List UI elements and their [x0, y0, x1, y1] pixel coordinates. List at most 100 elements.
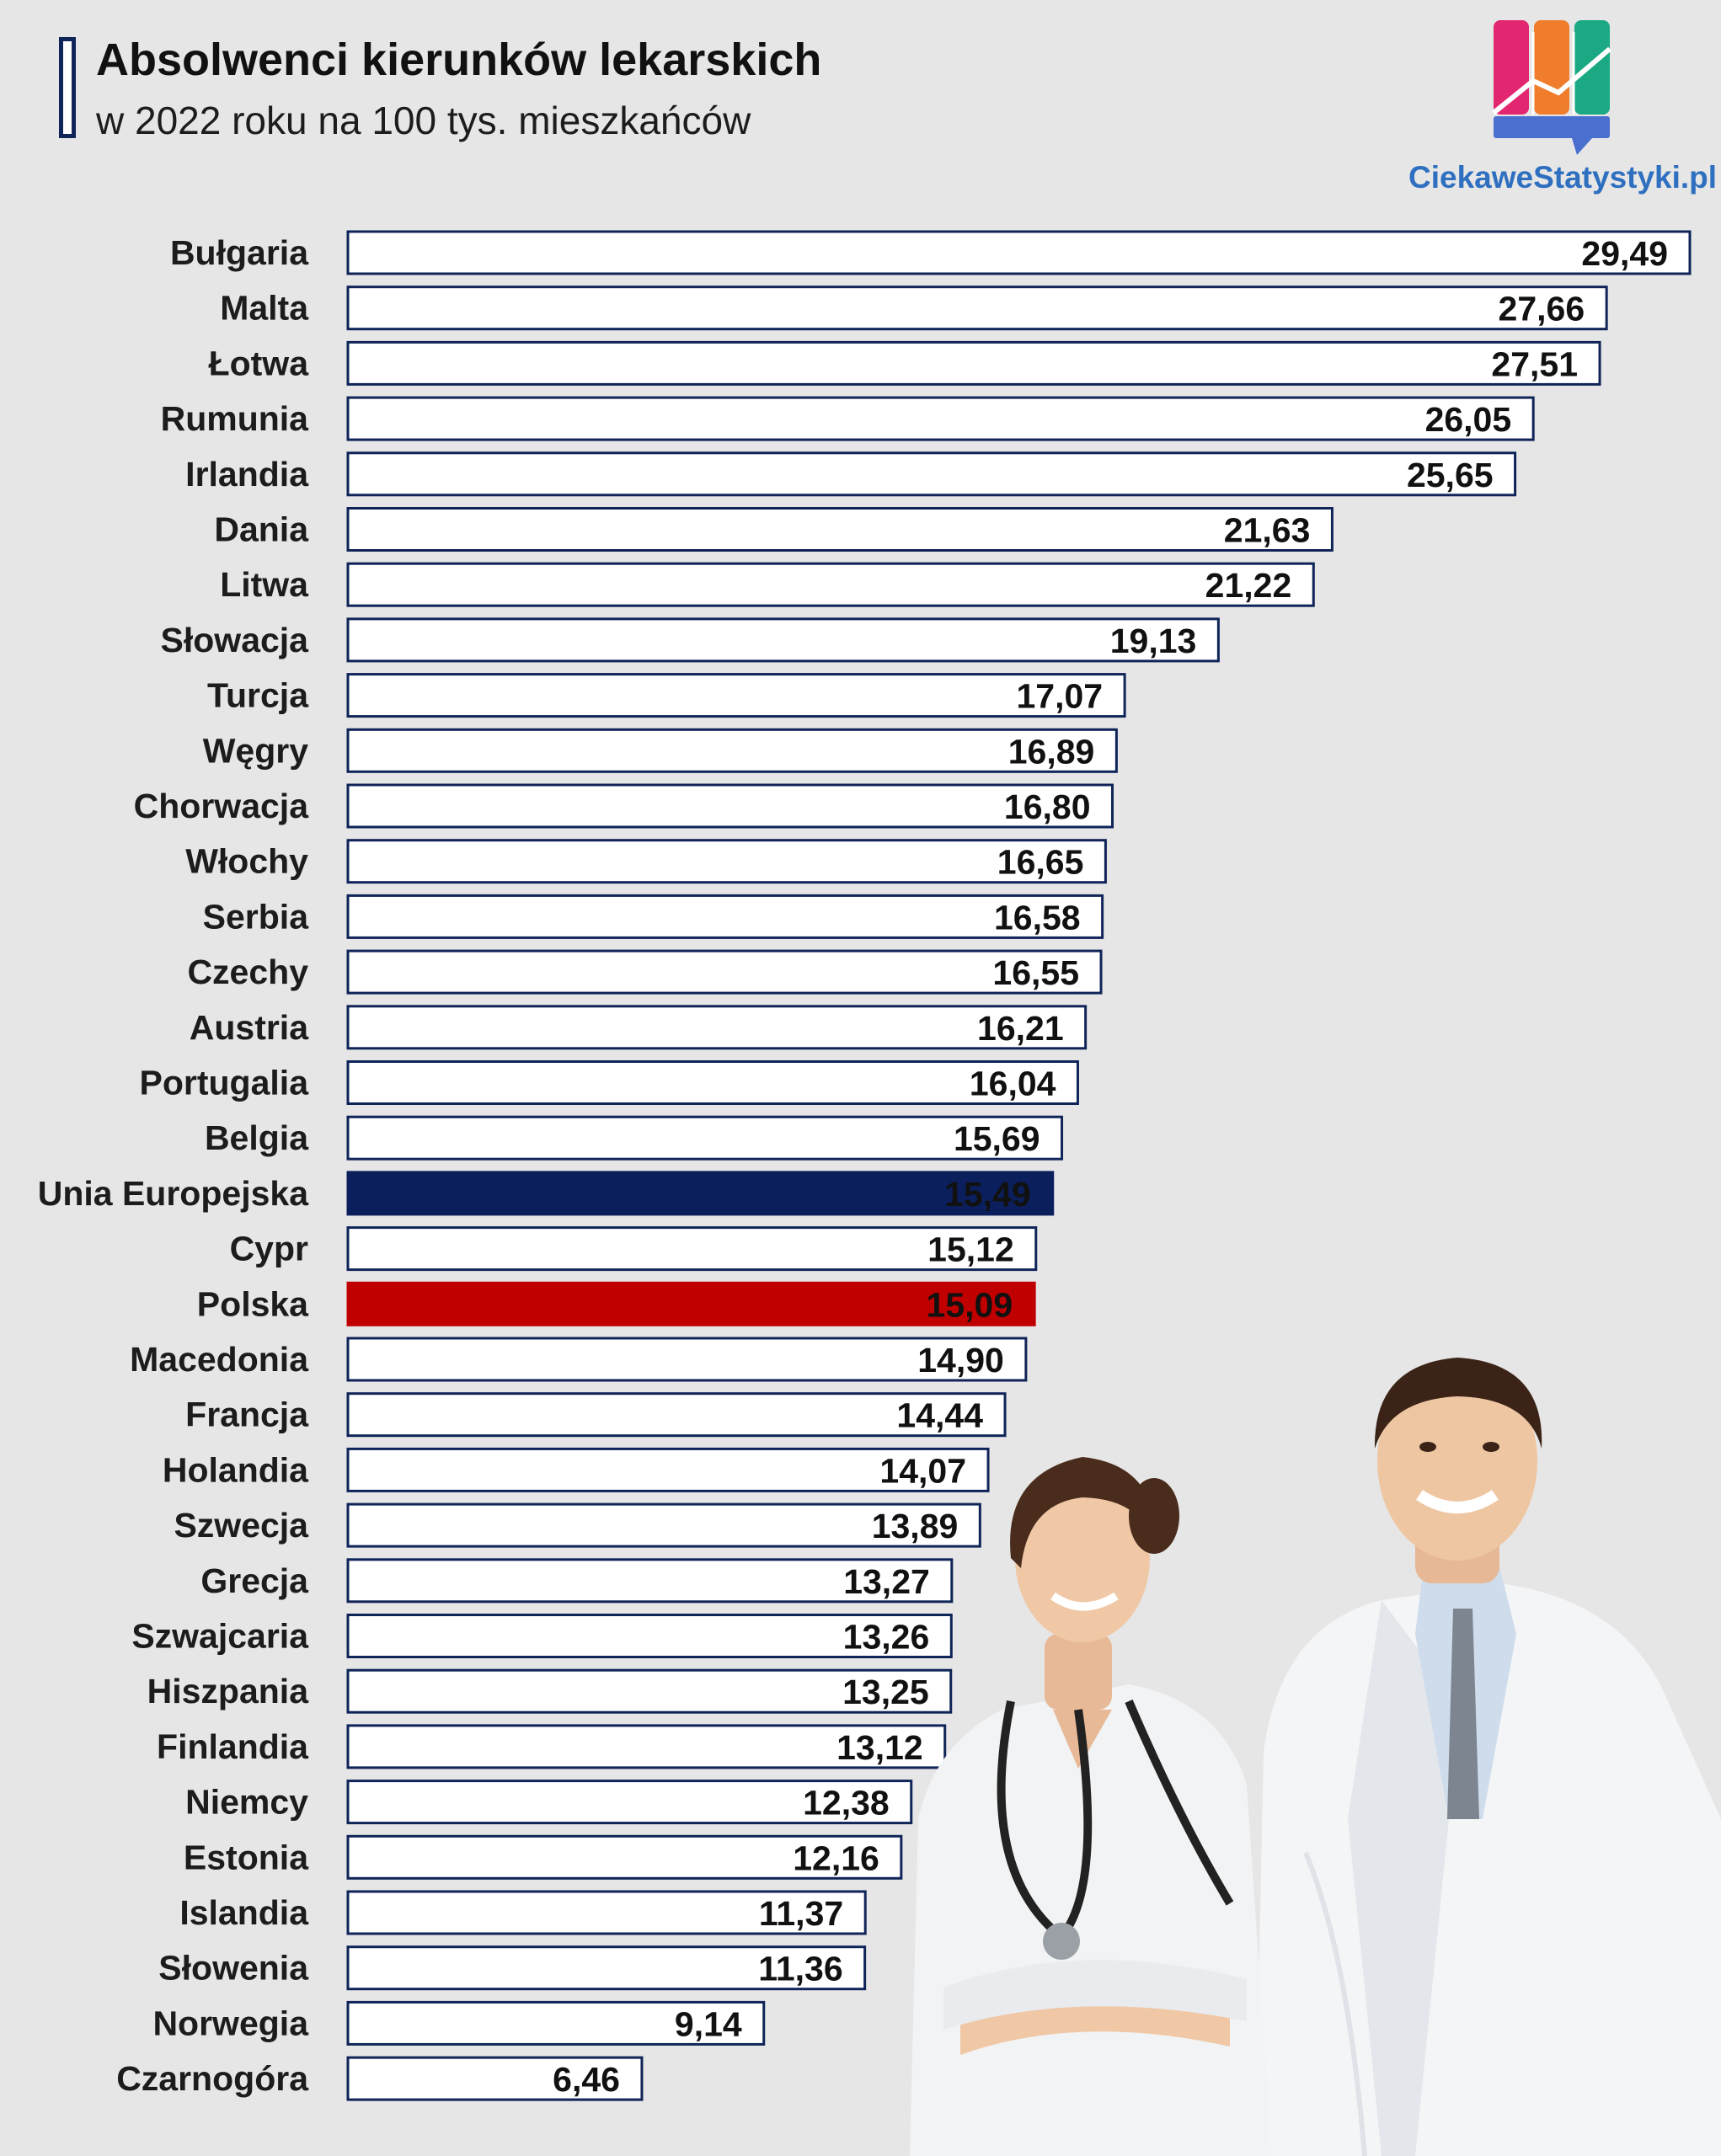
bar-row: Dania 21,63: [214, 507, 1334, 552]
bar-row: Grecja 13,27: [200, 1558, 954, 1604]
bar: [346, 1447, 990, 1492]
value-label: 16,04: [970, 1065, 1056, 1103]
bar-row: Rumunia 26,05: [161, 396, 1535, 441]
bar: [346, 783, 1114, 829]
bar: [346, 286, 1608, 331]
doctors-photo: [910, 1358, 1721, 2156]
category-label: Grecja: [200, 1561, 309, 1600]
bar: [346, 340, 1601, 386]
category-label: Norwegia: [152, 2004, 309, 2042]
value-label: 16,21: [977, 1009, 1064, 1048]
bar-row: Austria 16,21: [190, 1005, 1088, 1050]
category-label: Austria: [190, 1008, 309, 1047]
value-label: 25,65: [1407, 456, 1494, 494]
value-label: 14,90: [917, 1341, 1004, 1380]
bar-row: Łotwa 27,51: [209, 340, 1601, 386]
bar-row: Serbia 16,58: [203, 894, 1104, 939]
bar-row: Belgia 15,69: [205, 1115, 1064, 1161]
bar-row: Niemcy 12,38: [185, 1780, 913, 1825]
category-label: Czechy: [187, 953, 308, 991]
bar-row: Portugalia 16,04: [140, 1060, 1079, 1105]
bar-row: Szwajcaria 13,26: [131, 1614, 953, 1658]
category-label: Węgry: [203, 731, 309, 770]
value-label: 16,80: [1004, 787, 1091, 826]
category-label: Portugalia: [140, 1064, 310, 1102]
bar-row: Czarnogóra 6,46: [116, 2056, 644, 2101]
value-label: 13,26: [843, 1618, 930, 1657]
bar: [346, 1060, 1079, 1105]
value-label: 14,07: [879, 1451, 966, 1490]
value-label: 9,14: [675, 2004, 742, 2043]
value-label: 27,51: [1491, 344, 1578, 383]
value-label: 21,22: [1205, 566, 1292, 605]
value-label: 15,12: [927, 1230, 1014, 1269]
bar-row: Chorwacja 16,80: [134, 783, 1114, 829]
category-label: Czarnogóra: [116, 2059, 309, 2098]
bar: [346, 1834, 903, 1880]
category-label: Irlandia: [185, 455, 309, 494]
bar-row: Litwa 21,22: [220, 562, 1315, 607]
value-label: 15,49: [944, 1175, 1031, 1214]
bar-row: Malta 27,66: [220, 286, 1608, 331]
value-label: 19,13: [1110, 622, 1197, 660]
bar-row: Finlandia 13,12: [157, 1724, 947, 1769]
category-label: Turcja: [207, 676, 309, 715]
category-label: Słowacja: [161, 621, 310, 659]
value-label: 13,89: [872, 1507, 959, 1545]
value-label: 17,07: [1016, 677, 1103, 716]
category-label: Unia Europejska: [38, 1174, 309, 1213]
category-label: Holandia: [163, 1450, 309, 1489]
bar-row: Turcja 17,07: [207, 673, 1126, 718]
category-label: Dania: [214, 510, 309, 549]
category-label: Szwajcaria: [131, 1617, 309, 1656]
bar-row: Węgry 16,89: [203, 728, 1118, 773]
title-marker: [59, 37, 76, 138]
bar-row: Macedonia 14,90: [130, 1337, 1028, 1382]
category-label: Litwa: [220, 565, 309, 604]
bar: [346, 1171, 1055, 1216]
value-label: 11,37: [759, 1894, 843, 1933]
bar: [346, 1392, 1007, 1438]
value-label: 29,49: [1581, 234, 1668, 273]
category-label: Francja: [185, 1396, 309, 1434]
category-label: Niemcy: [185, 1783, 308, 1822]
bar-row: Słowenia 11,36: [158, 1945, 867, 1991]
category-label: Polska: [197, 1284, 309, 1323]
bar: [346, 617, 1220, 663]
bar-row: Francja 14,44: [185, 1392, 1007, 1438]
category-label: Malta: [220, 289, 309, 328]
chart-subtitle: w 2022 roku na 100 tys. mieszkańców: [96, 99, 751, 142]
brand-name: CiekaweStatystyki.pl: [1408, 160, 1718, 195]
bar: [346, 1502, 981, 1548]
bar-row: Holandia 14,07: [163, 1447, 990, 1492]
bar-row: Polska 15,09: [197, 1281, 1036, 1326]
bar: [346, 1558, 954, 1604]
value-label: 13,25: [842, 1673, 929, 1711]
bar: [346, 562, 1315, 607]
value-label: 13,27: [843, 1562, 930, 1601]
value-label: 16,55: [992, 953, 1079, 992]
bar-row: Cypr 15,12: [230, 1226, 1038, 1272]
bar-row: Słowacja 19,13: [161, 617, 1220, 663]
bar: [346, 839, 1107, 884]
female-doctor-figure: [910, 1457, 1272, 2156]
value-label: 15,69: [954, 1119, 1040, 1158]
category-label: Finlandia: [157, 1727, 309, 1766]
bar: [346, 673, 1126, 718]
bar-row: Hiszpania 13,25: [147, 1668, 953, 1714]
bar: [346, 230, 1692, 275]
bar: [346, 1668, 953, 1714]
bar: [346, 451, 1517, 497]
bar-row: Norwegia 9,14: [152, 2000, 766, 2046]
category-label: Belgia: [205, 1118, 309, 1157]
category-label: Łotwa: [209, 344, 310, 382]
bar-row: Unia Europejska 15,49: [38, 1171, 1055, 1216]
bar: [346, 507, 1334, 552]
bar: [346, 728, 1118, 773]
bar-row: Czechy 16,55: [187, 949, 1103, 995]
category-label: Chorwacja: [134, 787, 310, 825]
value-label: 14,44: [896, 1396, 983, 1435]
bar-chart-logo-icon: [1492, 20, 1611, 155]
value-label: 27,66: [1499, 290, 1585, 328]
